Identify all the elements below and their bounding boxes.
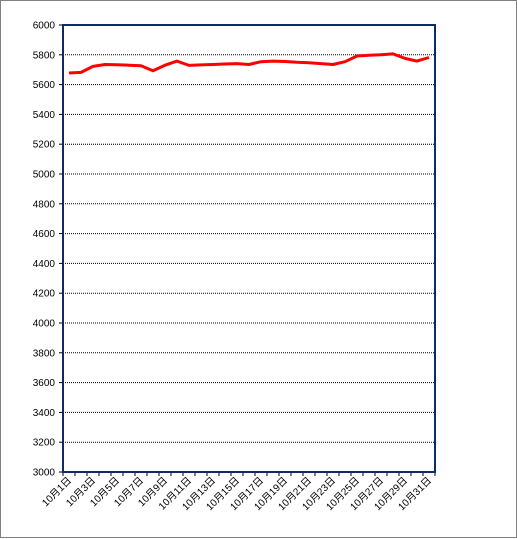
y-tick-label: 5200: [33, 140, 56, 151]
series-layer: [68, 52, 430, 75]
y-tick-label: 5000: [33, 170, 56, 181]
y-tick-label: 4400: [33, 259, 56, 270]
y-tick-label: 4200: [33, 289, 56, 300]
y-tick-label: 3000: [33, 468, 56, 479]
y-tick-label: 3600: [33, 378, 56, 389]
y-tick-label: 4800: [33, 199, 56, 210]
y-tick-label: 4000: [33, 319, 56, 330]
y-tick-label: 5800: [33, 50, 56, 61]
y-tick-label: 3400: [33, 408, 56, 419]
y-tick-label: 5600: [33, 80, 56, 91]
y-tick-label: 4600: [33, 229, 56, 240]
gridlines: [63, 54, 435, 443]
y-axis: 3000 3200 3400 3600 3800 4000 4200 4400 4600 4800…: [33, 21, 63, 479]
series-line: [68, 52, 430, 75]
x-axis: 10月1日10月3日10月5日10月7日10月9日10月11日10月13日10月…: [40, 472, 436, 513]
y-tick-label: 6000: [33, 21, 56, 32]
plot-area-border: [62, 24, 436, 473]
y-tick-label: 5400: [33, 110, 56, 121]
y-tick-label: 3800: [33, 348, 56, 359]
y-tick-label: 3200: [33, 438, 56, 449]
